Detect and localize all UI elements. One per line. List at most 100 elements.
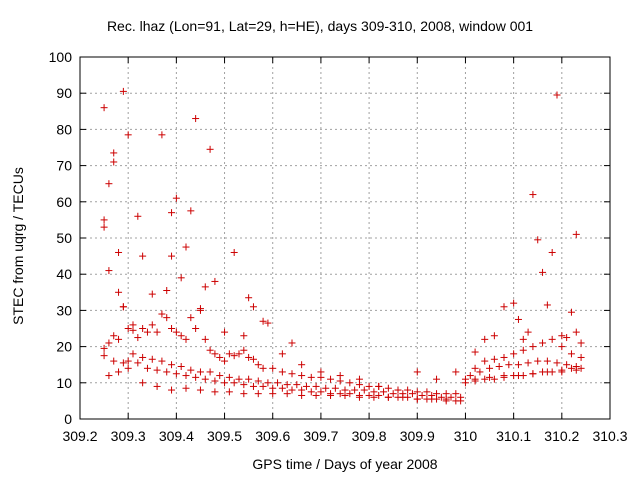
- data-point: [375, 391, 383, 399]
- data-point: [577, 339, 585, 347]
- data-point: [428, 395, 436, 403]
- data-point: [211, 350, 219, 358]
- data-point: [129, 326, 137, 334]
- data-point: [249, 382, 257, 390]
- data-point: [346, 379, 354, 387]
- data-point: [129, 350, 137, 358]
- data-point: [471, 364, 479, 372]
- data-point: [307, 373, 315, 381]
- data-point: [548, 248, 556, 256]
- y-tick-label: 40: [56, 266, 72, 282]
- data-point: [384, 384, 392, 392]
- data-point: [486, 364, 494, 372]
- data-point: [365, 391, 373, 399]
- grid-lines: [80, 57, 610, 419]
- axis-ticks: 309.2 309.3 309.4 309.5 309.6 309.7 309.8 309.9…: [49, 49, 628, 444]
- data-point: [158, 357, 166, 365]
- chart-title: Rec. lhaz (Lon=91, Lat=29, h=HE), days 3…: [106, 18, 534, 34]
- data-point: [269, 390, 277, 398]
- data-point: [249, 303, 257, 311]
- data-point: [524, 328, 532, 336]
- data-point: [148, 355, 156, 363]
- data-point: [514, 361, 522, 369]
- data-point: [163, 368, 171, 376]
- data-point: [105, 180, 113, 188]
- data-point: [192, 325, 200, 332]
- data-point: [110, 332, 118, 340]
- data-point: [187, 314, 195, 322]
- data-point: [298, 361, 306, 369]
- data-point: [567, 308, 575, 316]
- data-point: [148, 321, 156, 329]
- data-point: [490, 375, 498, 383]
- data-point: [168, 252, 176, 260]
- data-point: [172, 370, 180, 378]
- data-point: [139, 353, 147, 361]
- data-point: [355, 393, 363, 401]
- data-point: [486, 373, 494, 381]
- data-point: [413, 388, 421, 396]
- data-point: [563, 334, 571, 342]
- data-point: [110, 357, 118, 365]
- data-point: [351, 386, 359, 394]
- data-point: [225, 373, 233, 381]
- data-point: [524, 359, 532, 367]
- data-point: [153, 328, 161, 336]
- data-point: [235, 375, 243, 383]
- data-point: [476, 368, 484, 376]
- data-point: [100, 344, 108, 352]
- data-point: [423, 388, 431, 396]
- data-point: [134, 359, 142, 367]
- data-point: [168, 361, 176, 369]
- y-tick-label: 10: [56, 375, 72, 391]
- data-point: [196, 386, 204, 394]
- data-point: [182, 335, 190, 343]
- data-point: [384, 393, 392, 401]
- data-point: [457, 397, 465, 405]
- data-point: [341, 391, 349, 399]
- data-point: [182, 243, 190, 251]
- data-point: [119, 359, 127, 367]
- data-point: [399, 393, 407, 401]
- x-tick-label: 310.1: [496, 428, 531, 444]
- data-point: [259, 317, 267, 325]
- data-point: [163, 286, 171, 294]
- data-point: [158, 131, 166, 139]
- data-point: [413, 395, 421, 403]
- data-point: [471, 348, 479, 356]
- data-point: [168, 209, 176, 217]
- data-point: [365, 382, 373, 390]
- data-point: [327, 375, 335, 383]
- data-point: [278, 368, 286, 376]
- data-point: [206, 368, 214, 376]
- data-point: [283, 381, 291, 389]
- data-point: [216, 353, 224, 361]
- data-point: [105, 339, 113, 347]
- data-point: [529, 370, 537, 378]
- data-point: [115, 248, 123, 256]
- data-point: [539, 268, 547, 276]
- x-tick-label: 309.4: [159, 428, 194, 444]
- data-point: [134, 334, 142, 342]
- data-point: [206, 346, 214, 354]
- data-point: [201, 283, 209, 291]
- y-tick-label: 70: [56, 158, 72, 174]
- data-point: [553, 359, 561, 367]
- data-point: [322, 384, 330, 392]
- data-point: [211, 277, 219, 285]
- data-point: [577, 364, 585, 372]
- data-point: [288, 339, 296, 347]
- data-point: [278, 384, 286, 392]
- data-point: [269, 364, 277, 372]
- data-point: [221, 328, 229, 336]
- data-point: [558, 332, 566, 340]
- data-point: [380, 388, 388, 396]
- plot-frame: [79, 56, 611, 420]
- data-point: [148, 290, 156, 298]
- data-point: [119, 303, 127, 311]
- data-point: [172, 194, 180, 202]
- data-point: [100, 104, 108, 112]
- data-point: [119, 87, 127, 95]
- data-point: [298, 391, 306, 399]
- data-point: [115, 288, 123, 296]
